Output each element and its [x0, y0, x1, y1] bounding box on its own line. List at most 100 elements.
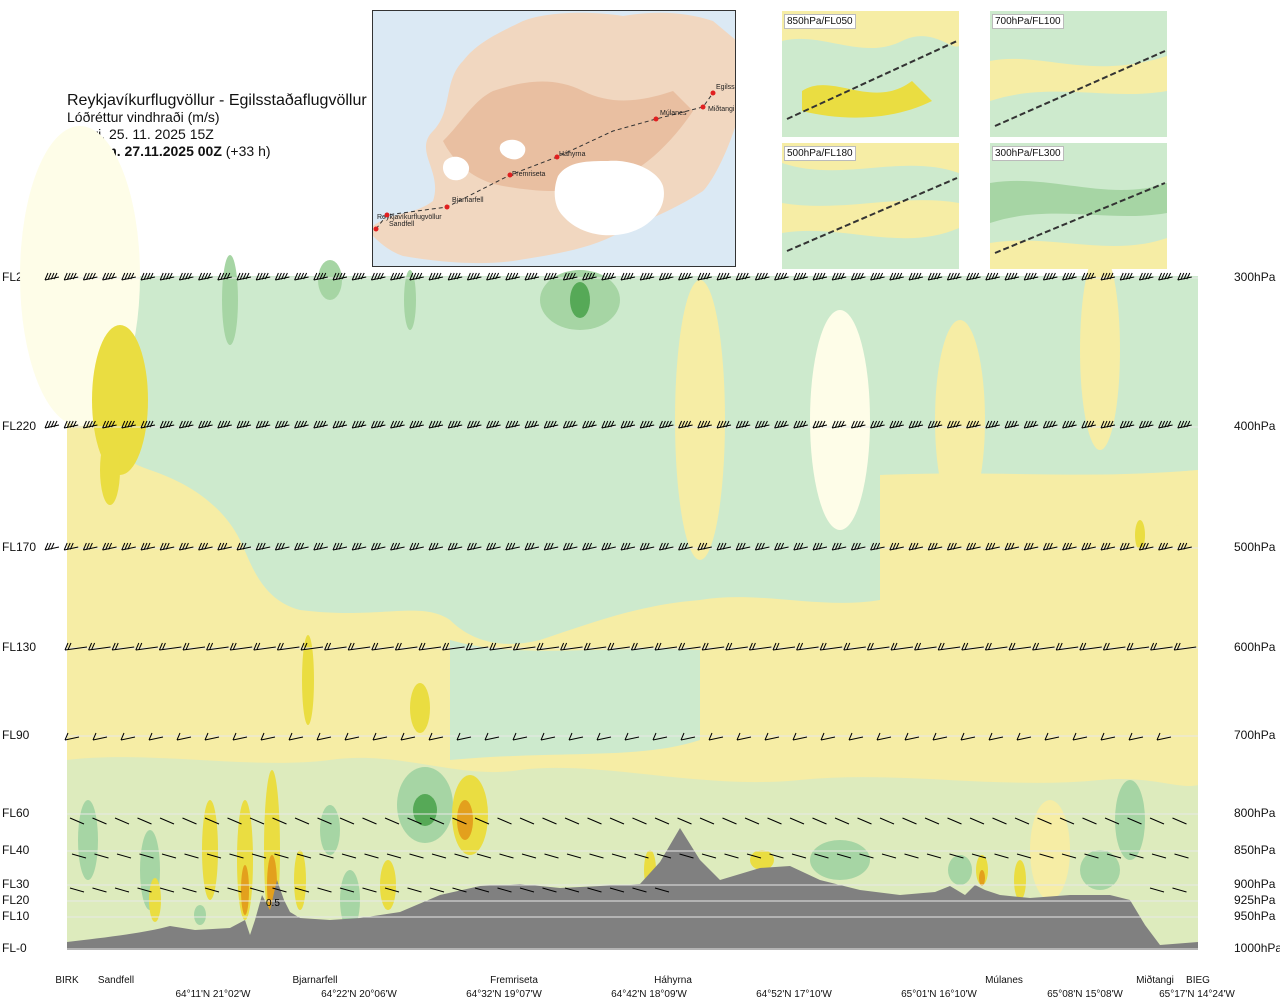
neg-region-mid — [450, 640, 700, 760]
contour-cell-41 — [1030, 800, 1070, 900]
wind-barb — [64, 732, 80, 741]
thumbnail-500hpa-svg — [782, 143, 959, 269]
wind-barb — [466, 420, 482, 429]
wind-barb — [466, 542, 482, 551]
wind-barb-low — [1082, 817, 1099, 859]
wind-barb — [876, 732, 892, 741]
wind-barb — [140, 420, 156, 429]
wind-barb — [1079, 642, 1102, 651]
fl-label-FL220: FL220 — [2, 419, 37, 433]
wind-barb — [370, 542, 386, 551]
fl-label-FL130: FL130 — [2, 640, 37, 654]
wind-barb — [512, 642, 536, 651]
fl-label-FL20: FL20 — [2, 893, 30, 907]
wind-barb — [678, 642, 701, 651]
wind-barb — [63, 272, 79, 281]
contour-cell-2 — [100, 435, 120, 505]
wind-barb-low — [249, 817, 267, 893]
wind-barb-low — [362, 817, 379, 893]
wind-barb — [276, 642, 300, 651]
wind-barb — [984, 642, 1008, 651]
x-coordinate-label: 65°01'N 16°10'W — [901, 989, 977, 1000]
wind-barb — [914, 642, 937, 651]
wind-barb — [82, 542, 98, 551]
wind-barb — [658, 272, 674, 281]
wind-barb — [1138, 542, 1154, 551]
x-coordinate-label: 65°17'N 14°24'W — [1159, 989, 1235, 1000]
hpa-label-900hPa: 900hPa — [1234, 877, 1276, 891]
wind-barb — [1138, 420, 1154, 429]
map-waypoint-marker — [507, 172, 513, 178]
wind-barb — [1062, 542, 1077, 551]
wind-barb — [1126, 642, 1150, 651]
wind-barb — [601, 542, 616, 551]
wind-barb — [182, 642, 206, 651]
wind-barb — [1072, 732, 1088, 741]
map-waypoint-label: Sandfell — [389, 221, 415, 228]
wind-barb — [543, 542, 559, 551]
wind-barb — [620, 420, 636, 429]
wind-barb — [324, 642, 347, 651]
wind-barb — [121, 272, 136, 281]
hpa-label-700hPa: 700hPa — [1234, 728, 1276, 742]
wind-barb — [1119, 542, 1135, 551]
wind-barb — [428, 420, 444, 429]
wind-barb — [620, 272, 636, 281]
wind-barb — [831, 420, 847, 429]
wind-barb — [1081, 272, 1096, 281]
wind-barb — [772, 642, 796, 651]
wind-barb — [1042, 542, 1058, 551]
issue-time: IT: þri. 25. 11. 2025 15Z — [67, 126, 214, 142]
wind-barb-low — [317, 817, 334, 893]
wind-barb — [966, 542, 981, 551]
wind-barb — [82, 272, 98, 281]
contour-cell-18 — [457, 800, 473, 840]
thumbnail-850hpa-label: 850hPa/FL050 — [784, 14, 856, 29]
wind-barb — [848, 732, 864, 741]
wind-barb — [351, 542, 367, 551]
thumbnail-300hpa-svg — [990, 143, 1167, 269]
wind-barb — [217, 542, 232, 551]
wind-barb-low — [92, 817, 109, 893]
thumbnail-300hpa-label: 300hPa/FL300 — [992, 146, 1064, 161]
wind-barb — [764, 732, 780, 741]
wind-barb — [1042, 272, 1058, 281]
wind-barb — [960, 732, 976, 741]
wind-barb — [735, 420, 751, 429]
map-glacier-langjokull — [442, 156, 470, 181]
wind-barb — [442, 642, 465, 651]
wind-barb-low — [542, 817, 559, 893]
map-waypoint-label: Miðtangi — [708, 105, 735, 113]
wind-barb — [697, 542, 712, 551]
wind-barb — [946, 542, 962, 551]
wind-barb — [313, 272, 328, 281]
wind-barb — [198, 542, 213, 551]
wind-barb — [428, 272, 444, 281]
wind-barb — [985, 420, 1000, 429]
wind-barb — [1023, 420, 1039, 429]
wind-barb — [716, 420, 732, 429]
wind-barb — [697, 420, 712, 429]
wind-barb — [850, 542, 866, 551]
wind-barb — [735, 272, 751, 281]
wind-barb-low — [1104, 817, 1122, 859]
wind-barb — [1100, 542, 1116, 551]
wind-barb — [217, 420, 232, 429]
contour-cell-8 — [675, 280, 725, 560]
wind-barb — [63, 542, 79, 551]
wind-barb-low — [902, 817, 919, 859]
thumbnail-850hpa-svg — [782, 11, 959, 137]
hpa-label-300hPa: 300hPa — [1234, 270, 1276, 284]
map-waypoint-marker — [373, 226, 379, 232]
wind-barb — [1177, 420, 1192, 429]
wind-barb-low — [339, 817, 357, 893]
wind-barb — [418, 642, 442, 651]
wind-barb — [1055, 642, 1079, 651]
wind-barb-low — [609, 817, 627, 893]
wind-barb — [351, 272, 367, 281]
wind-barb — [754, 542, 770, 551]
thumbnail-700hpa: 700hPa/FL100 — [990, 11, 1167, 137]
wind-barb-low — [1014, 817, 1032, 859]
wind-barb-low — [1059, 817, 1077, 859]
wind-barb — [274, 420, 290, 429]
